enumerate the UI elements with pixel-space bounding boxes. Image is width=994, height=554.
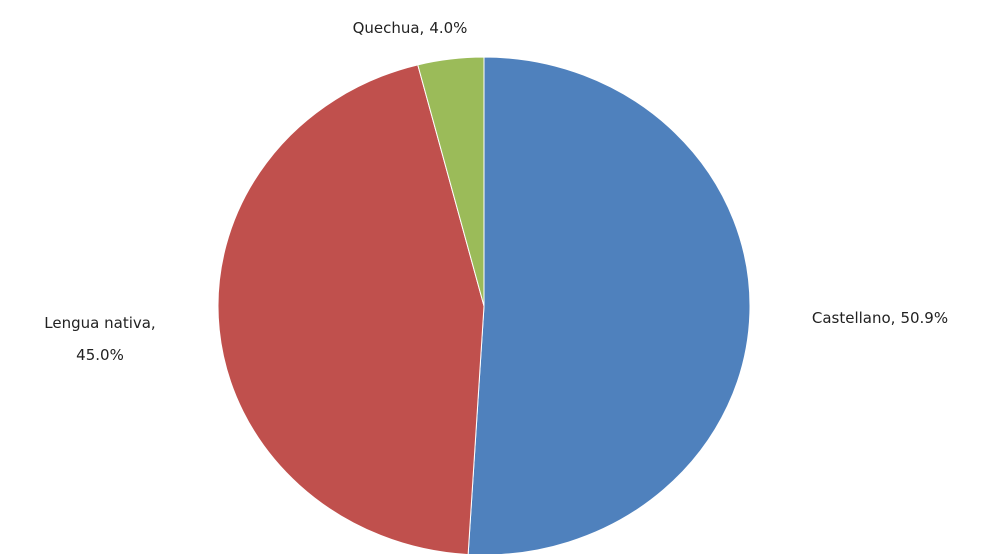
data-label: Lengua nativa, 45.0% xyxy=(44,314,155,364)
pie-slice xyxy=(417,56,485,307)
data-label: Castellano, 50.9% xyxy=(812,309,948,327)
label-value: 45.0% xyxy=(76,346,124,364)
data-label: Quechua, 4.0% xyxy=(353,19,468,37)
label-value: 4.0% xyxy=(429,19,467,37)
label-category: Lengua nativa, xyxy=(44,314,155,332)
pie-slice xyxy=(467,56,751,554)
label-category: Castellano, xyxy=(812,309,896,327)
label-category: Quechua, xyxy=(353,19,425,37)
pie-slice xyxy=(217,64,485,554)
label-value: 50.9% xyxy=(900,309,948,327)
